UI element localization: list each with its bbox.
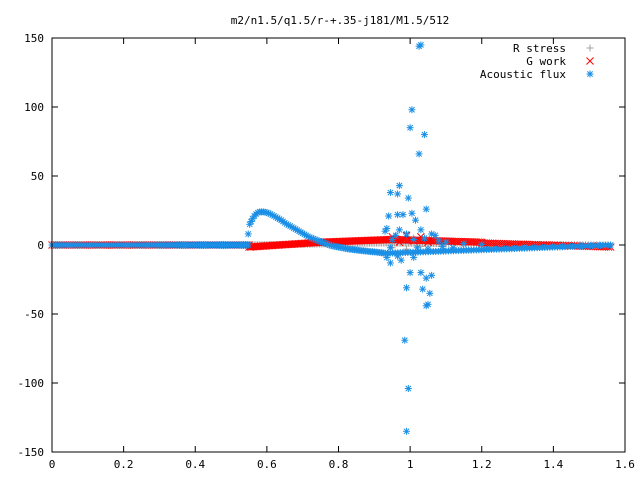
data-point (388, 235, 396, 243)
x-tick-label: 1.2 (472, 458, 492, 471)
data-point (395, 238, 404, 247)
legend-label: R stress (513, 42, 566, 55)
legend-marker (586, 70, 594, 78)
x-tick-label: 0.6 (257, 458, 277, 471)
data-point (244, 241, 252, 249)
x-tick-label: 1.4 (543, 458, 563, 471)
data-point (383, 253, 391, 261)
data-point (419, 285, 427, 293)
x-tick-label: 0 (49, 458, 56, 471)
data-point (395, 226, 403, 234)
x-tick-label: 0.4 (185, 458, 205, 471)
data-point (386, 244, 394, 252)
legend-marker (586, 57, 594, 65)
series-acoustic-flux (48, 41, 615, 435)
data-point (410, 235, 418, 243)
data-point (607, 241, 615, 249)
chart-title: m2/n1.5/q1.5/r-+.35-j181/M1.5/512 (231, 14, 450, 27)
x-tick-label: 1.6 (615, 458, 635, 471)
y-tick-label: 50 (31, 170, 44, 183)
x-tick-label: 1 (407, 458, 414, 471)
data-point (428, 271, 436, 279)
data-point (449, 244, 457, 252)
data-point (386, 189, 394, 197)
data-point (408, 106, 416, 114)
data-point (403, 230, 411, 238)
data-point (397, 256, 405, 264)
x-tick-label: 0.2 (114, 458, 134, 471)
y-tick-label: 0 (37, 239, 44, 252)
data-point (420, 131, 428, 139)
data-point (420, 234, 428, 242)
y-tick-label: 150 (24, 32, 44, 45)
data-point (417, 226, 425, 234)
legend-marker (586, 44, 594, 52)
data-point (413, 244, 421, 252)
data-point (401, 336, 409, 344)
data-point (385, 212, 393, 220)
data-point (381, 227, 389, 235)
data-point (408, 209, 416, 217)
data-point (404, 385, 412, 393)
y-tick-label: 100 (24, 101, 44, 114)
data-point (411, 216, 419, 224)
data-point (394, 252, 402, 260)
legend-label: G work (526, 55, 566, 68)
data-point (422, 205, 430, 213)
data-point (417, 41, 425, 49)
data-point (403, 284, 411, 292)
data-point (426, 289, 434, 297)
data-point (394, 190, 402, 198)
data-point (435, 237, 443, 245)
data-point (422, 302, 430, 310)
data-point (394, 211, 402, 219)
data-point (403, 427, 411, 435)
data-point (410, 253, 418, 261)
data-point (460, 240, 468, 248)
legend-label: Acoustic flux (480, 68, 566, 81)
data-point (404, 194, 412, 202)
data-point (417, 269, 425, 277)
x-tick-label: 0.8 (329, 458, 349, 471)
data-point (386, 259, 394, 267)
data-point (422, 274, 430, 282)
data-point (424, 245, 432, 253)
y-tick-label: -50 (24, 308, 44, 321)
y-tick-label: -100 (18, 377, 45, 390)
y-tick-label: -150 (18, 446, 45, 459)
data-point (406, 269, 414, 277)
data-point (395, 182, 403, 190)
data-point (415, 150, 423, 158)
data-point (244, 230, 252, 238)
data-point (431, 231, 439, 239)
data-point (478, 240, 486, 248)
data-point (442, 238, 450, 246)
data-point (406, 124, 414, 132)
plot-frame (51, 37, 626, 453)
data-point (399, 211, 407, 219)
